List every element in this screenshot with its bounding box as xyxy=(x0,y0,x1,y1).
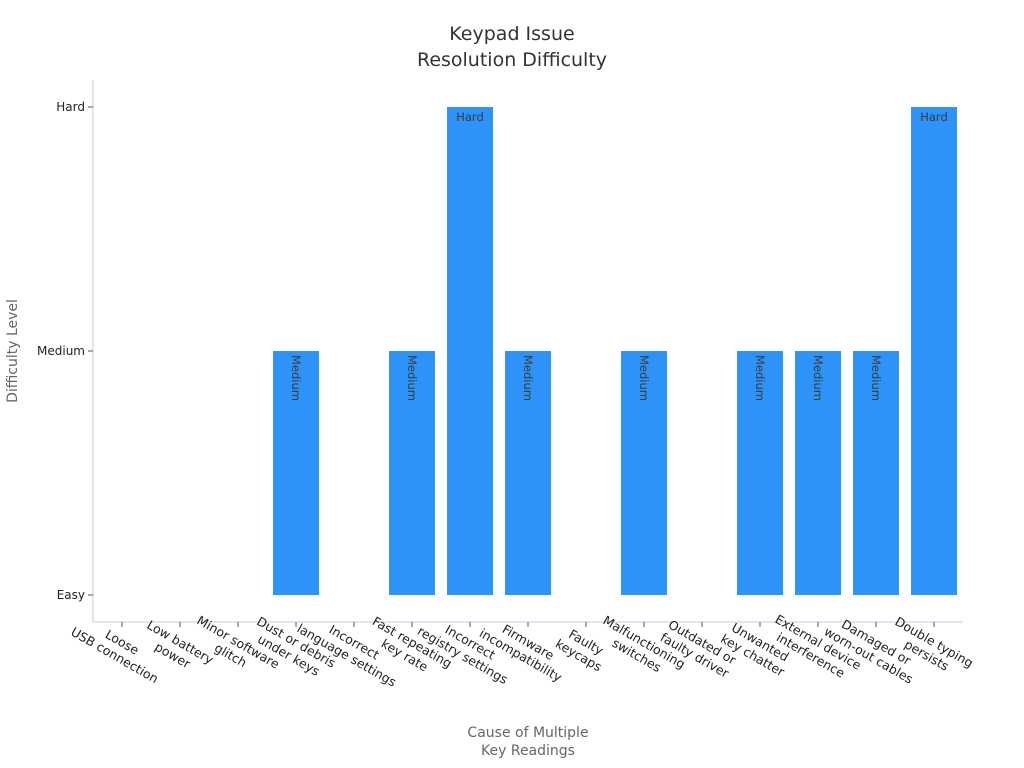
y-axis-ticks: Easy Medium Hard xyxy=(37,100,93,602)
bar-label-6: Hard xyxy=(456,110,484,124)
bar-label-12: Medium xyxy=(811,355,825,401)
bar-14 xyxy=(911,107,957,595)
chart-title-line-1: Keypad Issue xyxy=(449,23,574,45)
y-axis-title: Difficulty Level xyxy=(5,299,21,403)
bar-5 xyxy=(389,351,435,595)
bar-label-14: Hard xyxy=(920,110,948,124)
chart-title-line-2: Resolution Difficulty xyxy=(417,49,607,71)
bars: Medium Medium Hard Medium Medium Medium Medium… xyxy=(273,107,957,595)
y-tick-label-medium: Medium xyxy=(37,344,85,358)
bar-label-11: Medium xyxy=(753,355,767,401)
bar-13 xyxy=(853,351,899,595)
bar-3 xyxy=(273,351,319,595)
x-axis-title-line-1: Cause of Multiple xyxy=(467,725,588,741)
bar-label-5: Medium xyxy=(405,355,419,401)
bar-12 xyxy=(795,351,841,595)
x-axis-title-line-2: Key Readings xyxy=(481,743,575,759)
bar-9 xyxy=(621,351,667,595)
y-tick-label-hard: Hard xyxy=(56,100,85,114)
bar-7 xyxy=(505,351,551,595)
bar-6 xyxy=(447,107,493,595)
bar-label-7: Medium xyxy=(521,355,535,401)
bar-label-13: Medium xyxy=(869,355,883,401)
x-tick-label-8: Faultykeycaps xyxy=(553,623,612,674)
bar-label-3: Medium xyxy=(289,355,303,401)
y-tick-label-easy: Easy xyxy=(57,588,85,602)
bar-11 xyxy=(737,351,783,595)
bar-label-9: Medium xyxy=(637,355,651,401)
